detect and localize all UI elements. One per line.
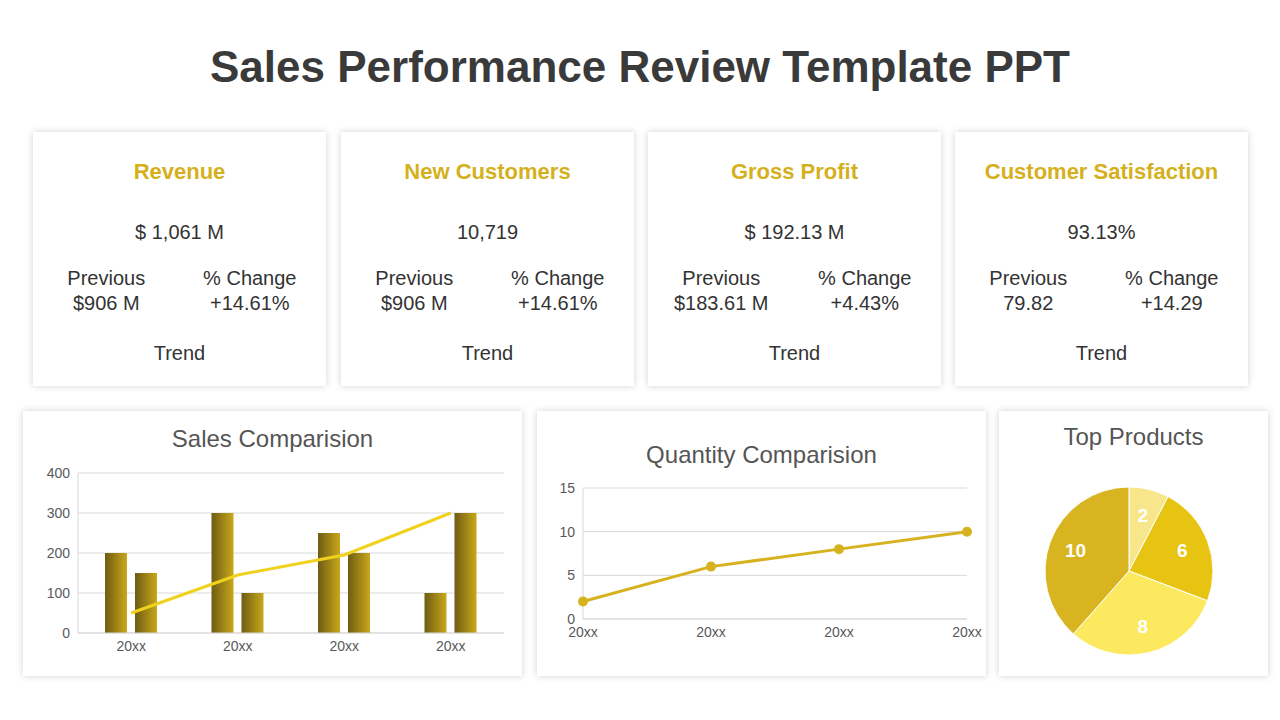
svg-text:8: 8	[1137, 616, 1148, 637]
html-text:Gross Profit: Gross Profit	[730, 159, 859, 184]
html-text:Trend: Trend	[768, 342, 821, 364]
svg-text:200: 200	[47, 545, 71, 561]
svg-text:20xx: 20xx	[952, 624, 982, 640]
html-text:Sales Comparision: Sales Comparision	[171, 425, 374, 452]
svg-text:10: 10	[559, 524, 575, 540]
html-text:Sales Performance Review Templ: Sales Performance Review Template PPT	[210, 42, 1070, 91]
svg-text:15: 15	[559, 480, 575, 496]
svg-text:20xx: 20xx	[329, 638, 359, 654]
html-text:+14.29: +14.29	[1140, 292, 1203, 314]
html-text:Top Products: Top Products	[1063, 423, 1204, 450]
html-text:Previous: Previous	[375, 267, 454, 289]
html-text:Trend: Trend	[153, 342, 206, 364]
html-text:Trend: Trend	[1075, 342, 1128, 364]
html-text:New Customers: New Customers	[404, 159, 571, 184]
html-text:$ 1,061 M: $ 1,061 M	[135, 221, 224, 243]
svg-text:2: 2	[1137, 505, 1148, 526]
html-text:% Change: % Change	[511, 267, 605, 289]
html-text:$183.61 M: $183.61 M	[674, 292, 769, 314]
html-text:Revenue: Revenue	[133, 159, 226, 184]
html-text:Quantity Comparision: Quantity Comparision	[646, 441, 877, 468]
svg-text:0: 0	[62, 625, 70, 641]
svg-text:400: 400	[47, 465, 71, 481]
html-text:10,719: 10,719	[456, 221, 519, 243]
svg-text:20xx: 20xx	[696, 624, 726, 640]
html-text:+14.61%: +14.61%	[210, 292, 290, 314]
svg-text:300: 300	[47, 505, 71, 521]
html-text:% Change: % Change	[1125, 267, 1219, 289]
svg-text:20xx: 20xx	[568, 623, 598, 640]
html-text:Previous: Previous	[682, 267, 761, 289]
html-text:+14.61%: +14.61%	[518, 292, 598, 314]
html-text:Trend: Trend	[461, 342, 514, 364]
html-text:93.13%: 93.13%	[1067, 221, 1136, 243]
html-text:$906 M: $906 M	[72, 292, 140, 314]
svg-text:6: 6	[1177, 540, 1188, 561]
svg-text:20xx: 20xx	[223, 638, 253, 654]
svg-text:20xx: 20xx	[436, 638, 466, 654]
html-text:Previous: Previous	[989, 267, 1068, 289]
html-text:$ 192.13 M: $ 192.13 M	[744, 221, 845, 243]
svg-text:5: 5	[567, 567, 575, 583]
html-text:79.82: 79.82	[1003, 292, 1054, 314]
svg-text:10: 10	[1065, 540, 1086, 561]
html-text:Customer Satisfaction: Customer Satisfaction	[984, 159, 1219, 184]
svg-text:100: 100	[47, 585, 71, 601]
html-text:$906 M: $906 M	[380, 292, 448, 314]
html-text:+4.43%: +4.43%	[830, 292, 899, 314]
svg-text:20xx: 20xx	[116, 638, 146, 654]
html-text:Previous: Previous	[67, 267, 146, 289]
html-text:% Change: % Change	[818, 267, 912, 289]
svg-text:20xx: 20xx	[824, 624, 854, 640]
html-text:% Change: % Change	[203, 267, 297, 289]
svg-text:0: 0	[567, 611, 575, 627]
